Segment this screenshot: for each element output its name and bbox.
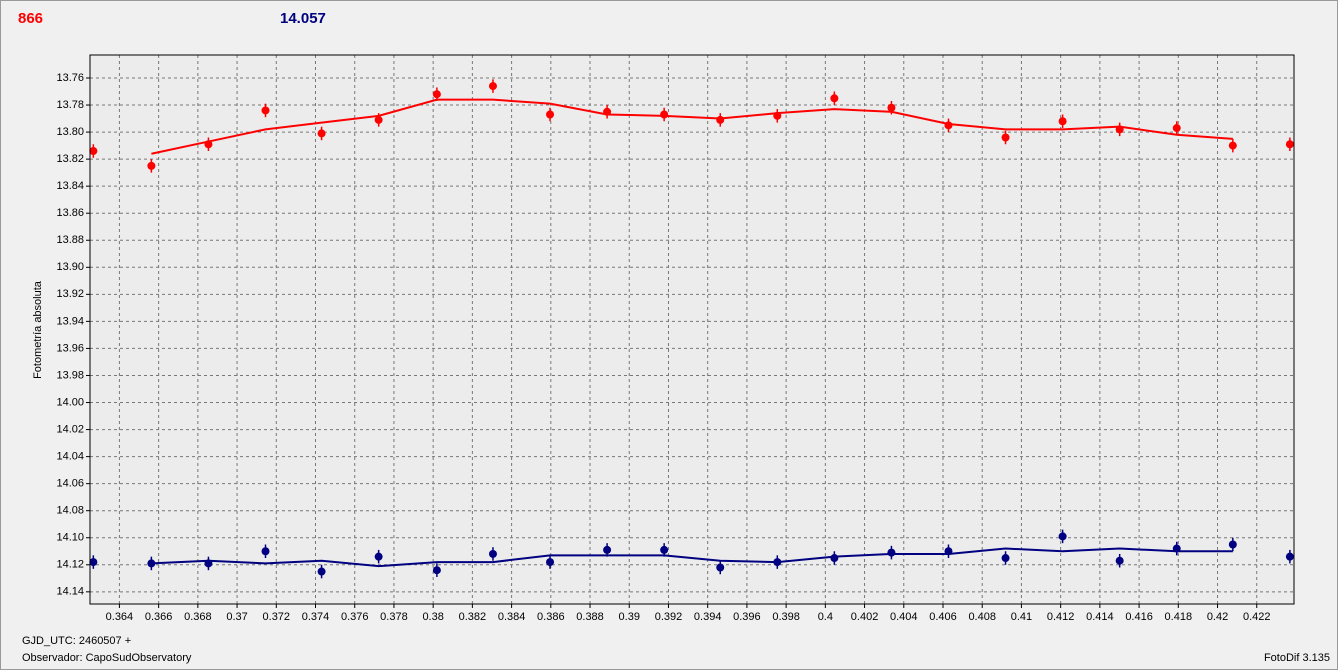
data-point: [660, 545, 669, 554]
x-tick-label: 0.37: [226, 611, 247, 623]
fit-line: [151, 98, 1233, 155]
x-tick-label: 0.418: [1165, 611, 1193, 623]
footer-date: GJD_UTC: 2460507 +: [22, 635, 131, 647]
data-point: [830, 554, 839, 563]
y-tick-label: 13.90: [56, 261, 84, 273]
data-point: [317, 129, 326, 138]
x-tick-label: 0.422: [1243, 611, 1271, 623]
footer-observer: Observador: CapoSudObservatory: [22, 652, 192, 664]
y-tick-label: 13.94: [56, 315, 84, 327]
data-point: [1001, 133, 1010, 142]
data-point: [1285, 140, 1294, 149]
data-point: [1228, 540, 1237, 549]
y-tick-label: 14.02: [56, 423, 84, 435]
data-point: [887, 548, 896, 557]
data-point: [147, 161, 156, 170]
x-tick-label: 0.41: [1011, 611, 1032, 623]
y-tick-label: 14.08: [56, 505, 84, 517]
y-tick-label: 14.04: [56, 451, 84, 463]
x-tick-label: 0.412: [1047, 611, 1075, 623]
x-tick-label: 0.378: [380, 611, 408, 623]
data-point: [1172, 124, 1181, 133]
x-tick-label: 0.376: [341, 611, 369, 623]
data-point: [1285, 552, 1294, 561]
x-tick-label: 0.38: [422, 611, 443, 623]
x-tick-label: 0.42: [1207, 611, 1228, 623]
y-tick-label: 13.96: [56, 342, 84, 354]
y-tick-label: 13.92: [56, 288, 84, 300]
data-point: [1115, 556, 1124, 565]
y-tick-label: 14.00: [56, 396, 84, 408]
x-tick-label: 0.404: [890, 611, 918, 623]
data-point: [1228, 141, 1237, 150]
grid: [90, 55, 1294, 604]
data-point: [374, 552, 383, 561]
x-tick-label: 0.384: [498, 611, 526, 623]
y-tick-label: 14.14: [56, 586, 84, 598]
data-point: [488, 82, 497, 91]
plot-area: [90, 55, 1294, 604]
x-tick-label: 0.4: [818, 611, 833, 623]
x-tick-label: 0.408: [968, 611, 996, 623]
y-tick-label: 14.06: [56, 478, 84, 490]
data-point: [89, 147, 98, 156]
data-point: [261, 547, 270, 556]
x-tick-label: 0.406: [929, 611, 957, 623]
x-tick-label: 0.414: [1086, 611, 1114, 623]
y-tick-label: 14.10: [56, 532, 84, 544]
fit-line: [151, 547, 1233, 568]
x-tick-label: 0.396: [733, 611, 761, 623]
x-tick-label: 0.402: [851, 611, 879, 623]
plot-frame: [89, 54, 1295, 605]
data-point: [374, 115, 383, 124]
x-tick-label: 0.372: [263, 611, 291, 623]
y-axis-label: Fotometría absoluta: [32, 280, 44, 379]
data-point: [1058, 117, 1067, 126]
x-tick-label: 0.368: [184, 611, 212, 623]
y-tick-label: 13.86: [56, 207, 84, 219]
data-point: [317, 567, 326, 576]
y-tick-label: 13.84: [56, 180, 84, 192]
data-point: [546, 558, 555, 567]
y-tick-label: 13.82: [56, 153, 84, 165]
y-tick-label: 14.12: [56, 559, 84, 571]
marks: [89, 79, 1294, 579]
data-point: [261, 106, 270, 115]
data-point: [89, 558, 98, 567]
x-tick-label: 0.416: [1125, 611, 1153, 623]
data-point: [1058, 532, 1067, 541]
data-point: [1001, 554, 1010, 563]
data-point: [546, 110, 555, 119]
y-tick-label: 13.98: [56, 369, 84, 381]
header-right-value: 14.057: [280, 10, 326, 27]
data-point: [432, 90, 441, 99]
x-tick-label: 0.366: [145, 611, 173, 623]
y-tick-label: 13.76: [56, 72, 84, 84]
x-tick-label: 0.394: [694, 611, 722, 623]
data-point: [660, 110, 669, 119]
x-tick-label: 0.398: [772, 611, 800, 623]
x-tick-label: 0.374: [302, 611, 330, 623]
data-point: [716, 115, 725, 124]
y-tick-label: 13.88: [56, 234, 84, 246]
x-tick-label: 0.386: [537, 611, 565, 623]
data-point: [716, 563, 725, 572]
x-tick-label: 0.392: [655, 611, 683, 623]
header-left-value: 866: [18, 10, 43, 27]
data-point: [887, 103, 896, 112]
data-point: [603, 545, 612, 554]
x-tick-label: 0.39: [619, 611, 640, 623]
y-tick-label: 13.80: [56, 126, 84, 138]
data-point: [488, 549, 497, 558]
y-tick-label: 13.78: [56, 99, 84, 111]
data-point: [830, 94, 839, 103]
data-point: [432, 566, 441, 575]
x-tick-label: 0.364: [106, 611, 134, 623]
x-tick-label: 0.388: [576, 611, 604, 623]
x-tick-label: 0.382: [459, 611, 487, 623]
footer-software: FotoDif 3.135: [1264, 652, 1330, 664]
